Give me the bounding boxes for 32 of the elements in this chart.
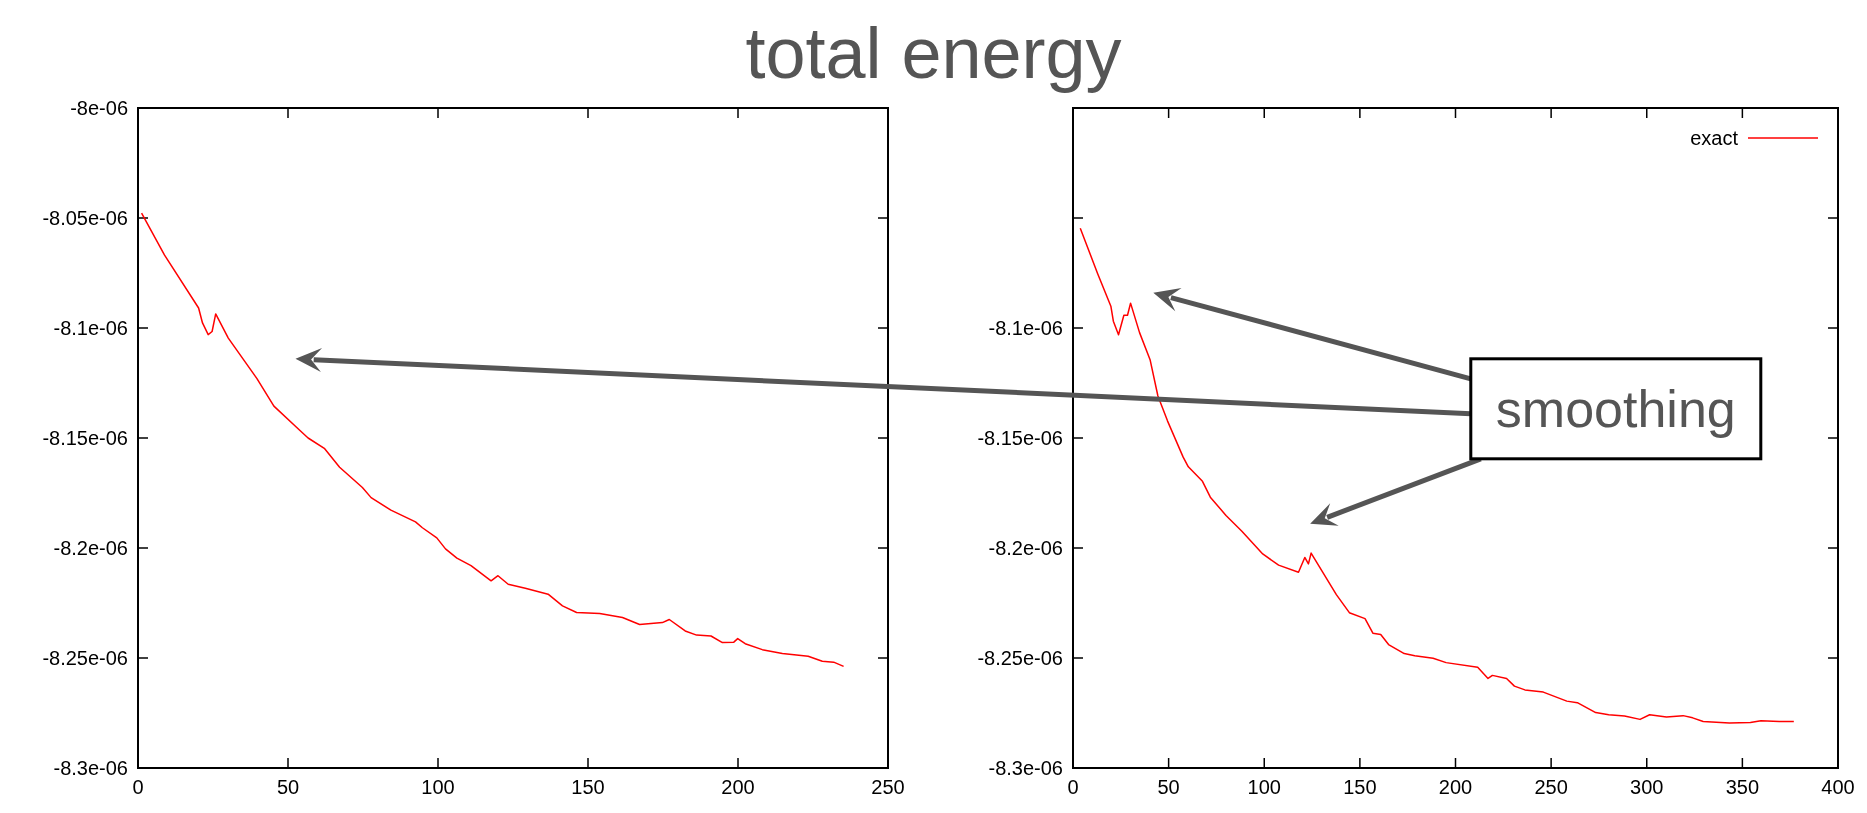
annotation: smoothing	[1495, 380, 1736, 438]
y-tick-label: -8.2e-06	[988, 537, 1063, 559]
x-tick-label: 50	[1157, 776, 1180, 798]
chart-title: total energy	[745, 13, 1122, 93]
x-tick-label: 200	[721, 776, 755, 798]
y-tick-label: -8.2e-06	[53, 537, 128, 559]
x-tick-label: 0	[132, 776, 144, 798]
x-tick-label: 150	[1343, 776, 1377, 798]
y-tick-label: -8.3e-06	[988, 757, 1063, 779]
x-tick-label: 100	[421, 776, 455, 798]
x-tick-label: 250	[871, 776, 905, 798]
y-tick-label: -8.3e-06	[53, 757, 128, 779]
y-tick-label: -8e-06	[70, 97, 128, 119]
legend-label: exact	[1690, 127, 1739, 149]
y-tick-label: -8.15e-06	[42, 427, 128, 449]
y-tick-label: -8.25e-06	[42, 647, 128, 669]
line-series	[140, 212, 845, 668]
x-tick-label: 150	[571, 776, 605, 798]
x-tick-label: 350	[1725, 776, 1760, 798]
x-tick-label: 100	[1247, 776, 1281, 798]
y-tick-label: -8.05e-06	[42, 207, 128, 229]
x-tick-label: 250	[1534, 776, 1568, 798]
y-tick-label: -8.1e-06	[53, 317, 128, 339]
y-tick-label: -8.25e-06	[977, 647, 1063, 669]
y-tick-label: -8.1e-06	[988, 317, 1063, 339]
x-tick-label: 200	[1438, 776, 1473, 798]
x-tick-label: 300	[1630, 776, 1664, 798]
x-tick-label: 400	[1821, 776, 1855, 798]
line-series	[1079, 227, 1795, 724]
y-tick-label: -8.15e-06	[977, 427, 1063, 449]
x-tick-label: 50	[276, 776, 300, 798]
x-tick-label: 0	[1067, 776, 1079, 798]
